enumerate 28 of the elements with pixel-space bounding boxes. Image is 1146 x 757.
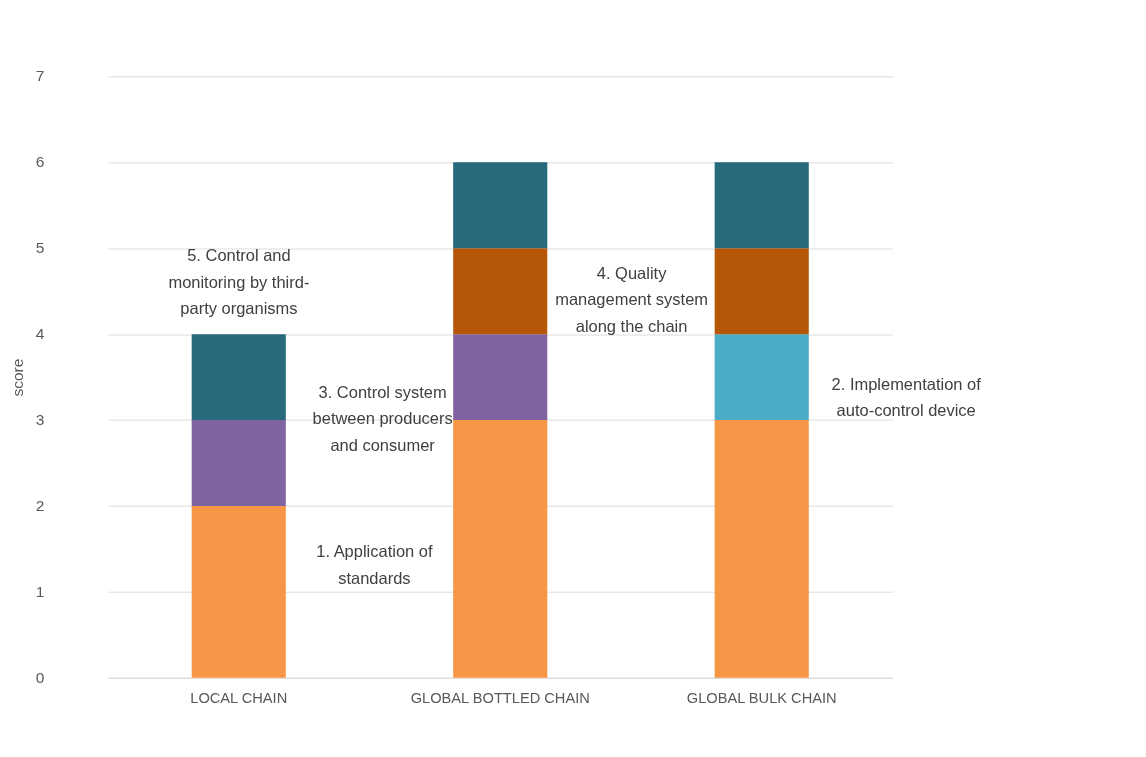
bar (191, 505, 286, 678)
y-tick-label: 5 (35, 239, 45, 257)
series-label: 3. Control system between producers and consumer (312, 382, 453, 454)
bar (714, 248, 809, 335)
series-label: 1. Application of standards (316, 542, 433, 587)
series-label: 2. Implementation of auto-control device (831, 374, 982, 420)
bar (191, 334, 286, 421)
bar (714, 420, 809, 678)
series-label: 4. Quality management system along the chain (555, 263, 709, 335)
bar (453, 334, 548, 421)
x-tick-label: GLOBAL BOTTLED CHAIN (410, 689, 590, 706)
x-tick-label: LOCAL CHAIN (190, 689, 288, 706)
bar (453, 420, 548, 678)
bar (714, 162, 809, 249)
series-label: 5. Control and monitoring by third-party organisms (168, 246, 310, 318)
y-tick-label: 0 (35, 668, 45, 686)
bar (191, 420, 286, 506)
y-axis-title: score (8, 358, 26, 397)
bar (714, 334, 809, 421)
y-tick-label: 3 (35, 411, 45, 429)
x-tick-label: GLOBAL BULK CHAIN (686, 689, 837, 706)
y-tick-label: 2 (35, 497, 45, 515)
bar (453, 162, 548, 249)
y-tick-label: 1 (35, 582, 45, 600)
y-tick-label: 6 (35, 153, 45, 171)
y-tick-label: 7 (35, 67, 45, 85)
y-tick-label: 4 (35, 325, 45, 343)
bar (453, 248, 548, 335)
